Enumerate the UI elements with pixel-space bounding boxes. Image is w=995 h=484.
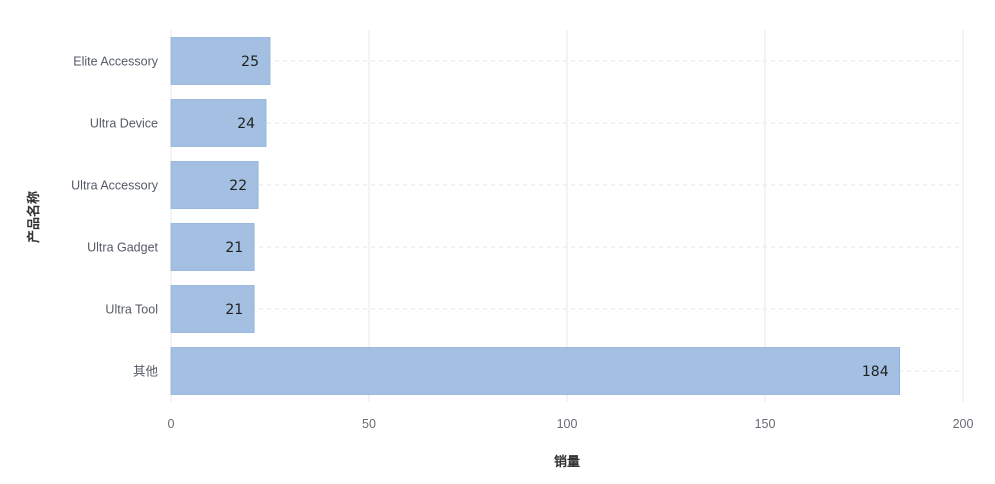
category-label-1: Ultra Device xyxy=(90,117,158,131)
value-label-1: 24 xyxy=(237,116,255,132)
bar-5 xyxy=(170,347,901,395)
value-label-0: 25 xyxy=(241,54,259,70)
x-tick-label-150: 150 xyxy=(755,417,776,431)
bar-4 xyxy=(170,285,255,333)
grid-lines xyxy=(170,30,964,402)
category-label-5: 其他 xyxy=(133,365,159,379)
bar-3 xyxy=(170,223,255,271)
category-axis: Elite Accessory Ultra Device Ultra Accesso… xyxy=(71,55,159,379)
x-tick-label-0: 0 xyxy=(168,417,175,431)
category-label-3: Ultra Gadget xyxy=(87,241,158,255)
x-axis-title: 销量 xyxy=(554,454,580,470)
category-label-2: Ultra Accessory xyxy=(71,179,159,193)
x-tick-label-100: 100 xyxy=(557,417,578,431)
bar-2 xyxy=(170,161,259,209)
category-label-4: Ultra Tool xyxy=(105,303,158,317)
value-label-3: 21 xyxy=(225,240,243,256)
x-tick-label-200: 200 xyxy=(953,417,974,431)
data-labels: 25 24 22 21 21 184 xyxy=(225,54,888,380)
bars xyxy=(170,37,901,395)
category-label-0: Elite Accessory xyxy=(73,55,159,69)
value-label-5: 184 xyxy=(862,364,889,380)
value-label-4: 21 xyxy=(225,302,243,318)
y-axis-title: 产品名称 xyxy=(26,191,42,243)
bar-1 xyxy=(170,99,267,147)
value-label-2: 22 xyxy=(229,178,247,194)
bar-0 xyxy=(170,37,271,85)
value-axis: 0 50 100 150 200 xyxy=(168,417,974,431)
x-tick-label-50: 50 xyxy=(362,417,376,431)
